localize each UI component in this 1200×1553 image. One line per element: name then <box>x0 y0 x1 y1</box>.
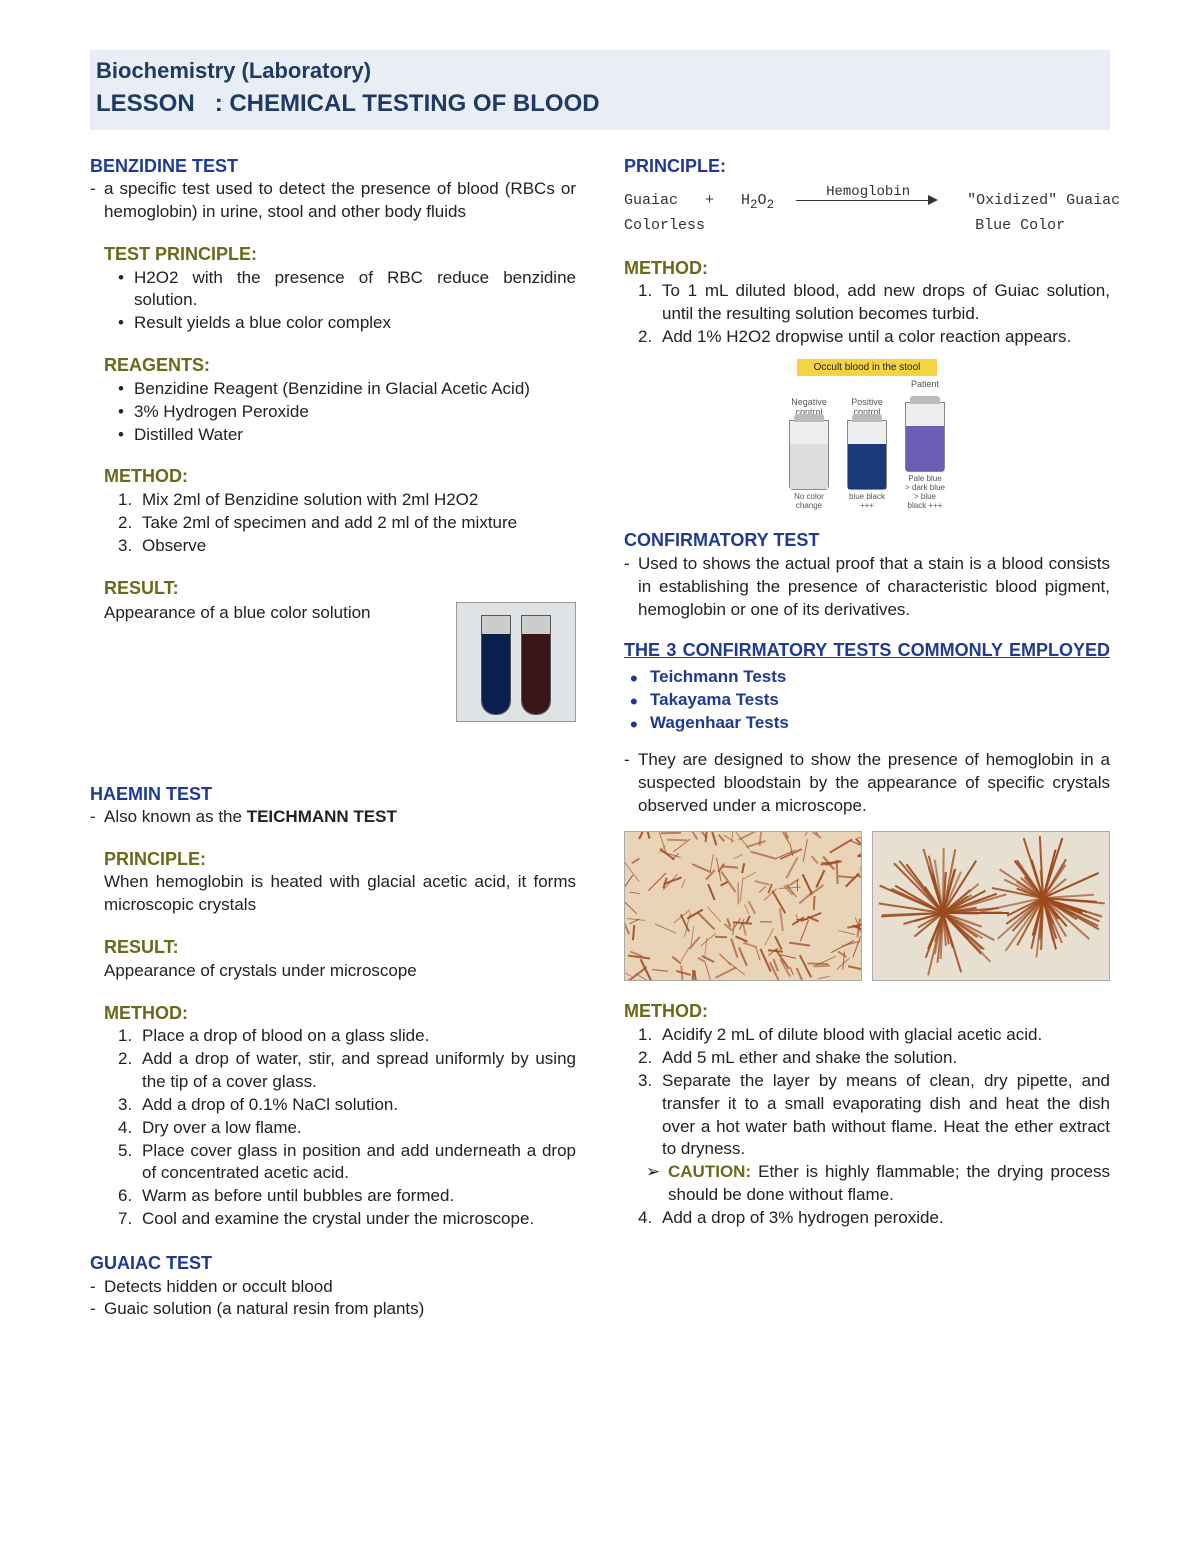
list-item: Result yields a blue color complex <box>134 312 576 335</box>
confirmatory-heading: CONFIRMATORY TEST <box>624 528 1110 552</box>
crystals-pane-b <box>872 831 1110 981</box>
haemin-aka: -Also known as the TEICHMANN TEST <box>90 806 576 829</box>
haemin-method-list: Place a drop of blood on a glass slide. … <box>104 1025 576 1231</box>
test-tubes-image <box>456 602 576 722</box>
haemin-principle-heading: PRINCIPLE: <box>104 847 576 871</box>
course-title: Biochemistry (Laboratory) <box>96 56 1100 86</box>
list-item: Dry over a low flame. <box>142 1117 576 1140</box>
list-item: H2O2 with the presence of RBC reduce ben… <box>134 267 576 313</box>
guaiac-points: -Detects hidden or occult blood -Guaic s… <box>90 1276 576 1322</box>
guaiac-method-list: To 1 mL diluted blood, add new drops of … <box>624 280 1110 349</box>
haemin-heading: HAEMIN TEST <box>90 782 576 806</box>
conf-method-heading: METHOD: <box>624 999 1110 1023</box>
method-heading: METHOD: <box>104 464 576 488</box>
list-item: Observe <box>142 535 576 558</box>
benzidine-desc: -a specific test used to detect the pres… <box>90 178 576 224</box>
title-band: Biochemistry (Laboratory) LESSON : CHEMI… <box>90 50 1110 130</box>
guaiac-heading: GUAIAC TEST <box>90 1251 576 1275</box>
conf-method-list: Acidify 2 mL of dilute blood with glacia… <box>624 1024 1110 1162</box>
reagents-heading: REAGENTS: <box>104 353 576 377</box>
list-item: Add 5 mL ether and shake the solution. <box>662 1047 1110 1070</box>
confirmatory-desc: -Used to shows the actual proof that a s… <box>624 553 1110 622</box>
test-principle-heading: TEST PRINCIPLE: <box>104 242 576 266</box>
conf-method-list-cont: Add a drop of 3% hydrogen peroxide. <box>624 1207 1110 1230</box>
result-text: Appearance of a blue color solution <box>104 602 436 625</box>
list-item: Takayama Tests <box>650 689 1110 712</box>
haemin-result-text: Appearance of crystals under microscope <box>104 960 576 983</box>
benzidine-desc-text: a specific test used to detect the prese… <box>104 178 576 224</box>
haemin-result-heading: RESULT: <box>104 935 576 959</box>
conf3-list: Teichmann Tests Takayama Tests Wagenhaar… <box>624 666 1110 735</box>
crystals-image <box>624 831 1110 981</box>
guaiac-method-heading: METHOD: <box>624 256 1110 280</box>
list-item: Add 1% H2O2 dropwise until a color react… <box>662 326 1110 349</box>
two-column-layout: BENZIDINE TEST -a specific test used to … <box>90 144 1110 1321</box>
conf3-note: -They are designed to show the presence … <box>624 749 1110 818</box>
list-item: Place a drop of blood on a glass slide. <box>142 1025 576 1048</box>
list-item: Add a drop of 3% hydrogen peroxide. <box>662 1207 1110 1230</box>
haemin-principle-text: When hemoglobin is heated with glacial a… <box>104 871 576 917</box>
crystals-pane-a <box>624 831 862 981</box>
list-item: Warm as before until bubbles are formed. <box>142 1185 576 1208</box>
haemin-method-heading: METHOD: <box>104 1001 576 1025</box>
occult-blood-tubes-image: Occult blood in the stool Negative contr… <box>752 359 982 511</box>
list-item: Cool and examine the crystal under the m… <box>142 1208 576 1231</box>
caution-note: ➢ CAUTION: Ether is highly flammable; th… <box>646 1161 1110 1207</box>
list-item: Teichmann Tests <box>650 666 1110 689</box>
lesson-title: LESSON : CHEMICAL TESTING OF BLOOD <box>96 88 1100 120</box>
list-item: Mix 2ml of Benzidine solution with 2ml H… <box>142 489 576 512</box>
guaiac-reaction-diagram: Guaiac + H2O2 Hemoglobin "Oxidized" Guai… <box>624 190 1110 237</box>
conf3-note-text: They are designed to show the presence o… <box>638 749 1110 818</box>
test-principle-list: H2O2 with the presence of RBC reduce ben… <box>104 267 576 336</box>
benzidine-heading: BENZIDINE TEST <box>90 154 576 178</box>
list-item: Add a drop of water, stir, and spread un… <box>142 1048 576 1094</box>
right-column: PRINCIPLE: Guaiac + H2O2 Hemoglobin "Oxi… <box>624 144 1110 1321</box>
arrow-icon: ➢ <box>646 1161 668 1207</box>
guaiac-principle-heading: PRINCIPLE: <box>624 154 1110 178</box>
list-item: Benzidine Reagent (Benzidine in Glacial … <box>134 378 576 401</box>
haemin-aka-text: Also known as the TEICHMANN TEST <box>104 806 576 829</box>
list-item: Acidify 2 mL of dilute blood with glacia… <box>662 1024 1110 1047</box>
list-item: Take 2ml of specimen and add 2 ml of the… <box>142 512 576 535</box>
result-heading: RESULT: <box>104 576 576 600</box>
list-item: Distilled Water <box>134 424 576 447</box>
reagents-list: Benzidine Reagent (Benzidine in Glacial … <box>104 378 576 447</box>
list-item: To 1 mL diluted blood, add new drops of … <box>662 280 1110 326</box>
list-item: Wagenhaar Tests <box>650 712 1110 735</box>
list-item: Guaic solution (a natural resin from pla… <box>104 1298 576 1321</box>
list-item: Detects hidden or occult blood <box>104 1276 576 1299</box>
list-item: 3% Hydrogen Peroxide <box>134 401 576 424</box>
confirmatory-desc-text: Used to shows the actual proof that a st… <box>638 553 1110 622</box>
tubes-banner: Occult blood in the stool <box>797 359 937 377</box>
tube-1 <box>481 615 511 715</box>
list-item: Separate the layer by means of clean, dr… <box>662 1070 1110 1162</box>
left-column: BENZIDINE TEST -a specific test used to … <box>90 144 576 1321</box>
tube-2 <box>521 615 551 715</box>
list-item: Place cover glass in position and add un… <box>142 1140 576 1186</box>
benzidine-method-list: Mix 2ml of Benzidine solution with 2ml H… <box>104 489 576 558</box>
conf3-heading: THE 3 CONFIRMATORY TESTS COMMONLY EMPLOY… <box>624 638 1110 662</box>
list-item: Add a drop of 0.1% NaCl solution. <box>142 1094 576 1117</box>
caution-text: CAUTION: Ether is highly flammable; the … <box>668 1161 1110 1207</box>
